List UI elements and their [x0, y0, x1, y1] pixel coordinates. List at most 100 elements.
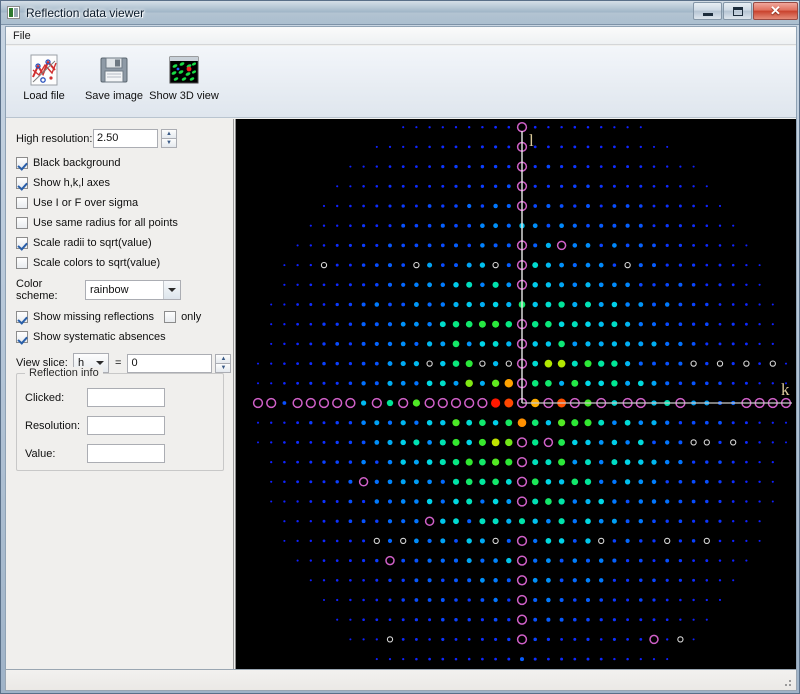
reflection-spot[interactable] — [374, 361, 379, 366]
reflection-spot[interactable] — [613, 126, 616, 129]
reflection-spot[interactable] — [572, 439, 578, 446]
reflection-spot[interactable] — [718, 224, 722, 227]
checkbox-show-systematic-absences[interactable]: Show systematic absences — [16, 331, 233, 343]
reflection-spot[interactable] — [322, 499, 326, 504]
reflection-spot[interactable] — [599, 184, 603, 188]
reflection-spot[interactable] — [666, 165, 669, 168]
reflection-spot[interactable] — [573, 598, 577, 602]
reflection-spot[interactable] — [599, 223, 604, 228]
reflection-spot[interactable] — [414, 538, 419, 544]
reflection-spot[interactable] — [440, 243, 445, 248]
reflection-spot[interactable] — [678, 440, 683, 445]
reflection-spot[interactable] — [454, 657, 458, 661]
reflection-spot[interactable] — [546, 223, 551, 228]
reflection-spot[interactable] — [296, 381, 299, 385]
reflection-spot[interactable] — [612, 223, 617, 228]
reflection-spot[interactable] — [731, 303, 735, 306]
systematic-absence-marker[interactable] — [492, 537, 499, 545]
reflection-spot[interactable] — [493, 203, 498, 209]
reflection-spot[interactable] — [586, 145, 590, 149]
reflection-spot[interactable] — [270, 323, 273, 326]
reflection-spot[interactable] — [492, 360, 499, 367]
reflection-spot[interactable] — [427, 558, 432, 563]
reflection-spot[interactable] — [428, 126, 431, 129]
reflection-spot[interactable] — [771, 421, 774, 424]
reflection-spot[interactable] — [652, 559, 656, 563]
reflection-spot[interactable] — [666, 638, 669, 641]
reflection-spot[interactable] — [507, 145, 511, 149]
reflection-spot[interactable] — [611, 301, 618, 308]
reflection-spot[interactable] — [479, 419, 486, 427]
reflection-spot[interactable] — [466, 341, 472, 347]
reflection-spot[interactable] — [732, 579, 735, 582]
reflection-spot[interactable] — [426, 380, 433, 387]
reflection-spot[interactable] — [505, 419, 513, 427]
reflection-spot[interactable] — [665, 361, 670, 366]
reflection-spot[interactable] — [732, 539, 735, 543]
reflection-spot[interactable] — [387, 322, 393, 327]
reflection-spot[interactable] — [428, 618, 432, 622]
reflection-spot[interactable] — [441, 126, 444, 129]
systematic-absence-marker[interactable] — [703, 439, 710, 446]
reflection-spot[interactable] — [598, 459, 604, 465]
reflection-spot[interactable] — [665, 420, 670, 425]
reflection-spot[interactable] — [467, 598, 471, 602]
reflection-spot[interactable] — [718, 559, 722, 562]
reflection-spot[interactable] — [361, 263, 366, 267]
reflection-spot[interactable] — [349, 638, 352, 641]
reflection-spot[interactable] — [705, 559, 709, 563]
reflection-spot[interactable] — [665, 598, 669, 602]
reflection-spot[interactable] — [309, 244, 312, 247]
reflection-spot[interactable] — [493, 164, 498, 169]
reflection-spot[interactable] — [440, 282, 446, 288]
reflection-spot[interactable] — [678, 558, 683, 563]
reflection-spot[interactable] — [731, 500, 735, 503]
reflection-spot[interactable] — [414, 321, 419, 327]
reflection-spot[interactable] — [492, 320, 500, 328]
reflection-spot[interactable] — [639, 598, 643, 602]
reflection-spot[interactable] — [466, 439, 472, 446]
reflection-spot[interactable] — [652, 658, 656, 661]
reflection-spot[interactable] — [731, 421, 735, 425]
high-resolution-spinner[interactable]: ▲ ▼ — [161, 129, 177, 148]
reflection-spot[interactable] — [349, 185, 352, 188]
reflection-spot[interactable] — [652, 283, 656, 287]
reflection-spot[interactable] — [639, 184, 643, 188]
missing-reflection-marker[interactable] — [556, 240, 567, 251]
reflection-spot[interactable] — [480, 204, 485, 208]
reflection-spot[interactable] — [454, 223, 458, 228]
reflection-spot[interactable] — [625, 243, 630, 248]
checkbox-show-hkl-axes[interactable]: Show h,k,l axes — [16, 177, 233, 189]
reflection-spot[interactable] — [558, 518, 565, 525]
missing-reflection-marker[interactable] — [516, 614, 528, 625]
reflection-spot[interactable] — [572, 459, 578, 465]
reflection-spot[interactable] — [480, 145, 484, 149]
reflection-spot[interactable] — [705, 618, 708, 621]
reflection-spot[interactable] — [414, 381, 419, 386]
reflection-spot[interactable] — [745, 283, 748, 287]
reflection-spot[interactable] — [441, 578, 445, 583]
reflection-spot[interactable] — [401, 578, 405, 582]
reflection-spot[interactable] — [678, 204, 682, 208]
reflection-spot[interactable] — [494, 145, 498, 149]
reflection-spot[interactable] — [652, 539, 656, 543]
reflection-spot[interactable] — [745, 520, 748, 523]
reflection-spot[interactable] — [705, 204, 709, 208]
reflection-spot[interactable] — [571, 360, 578, 367]
reflection-spot[interactable] — [692, 165, 695, 168]
reflection-spot[interactable] — [571, 478, 579, 486]
reflection-spot[interactable] — [745, 539, 748, 543]
close-button[interactable]: ✕ — [753, 2, 798, 20]
reflection-spot[interactable] — [493, 184, 498, 188]
reflection-spot[interactable] — [666, 145, 669, 148]
reflection-spot[interactable] — [652, 224, 656, 228]
reflection-spot[interactable] — [507, 598, 511, 602]
reflection-spot[interactable] — [401, 618, 405, 622]
reflection-spot[interactable] — [348, 322, 353, 326]
reflection-spot[interactable] — [731, 519, 735, 523]
reflection-spot[interactable] — [440, 263, 445, 267]
reflection-spot[interactable] — [625, 282, 630, 288]
reflection-spot[interactable] — [453, 518, 459, 525]
reflection-spot[interactable] — [441, 204, 445, 208]
reflection-spot[interactable] — [517, 418, 527, 427]
